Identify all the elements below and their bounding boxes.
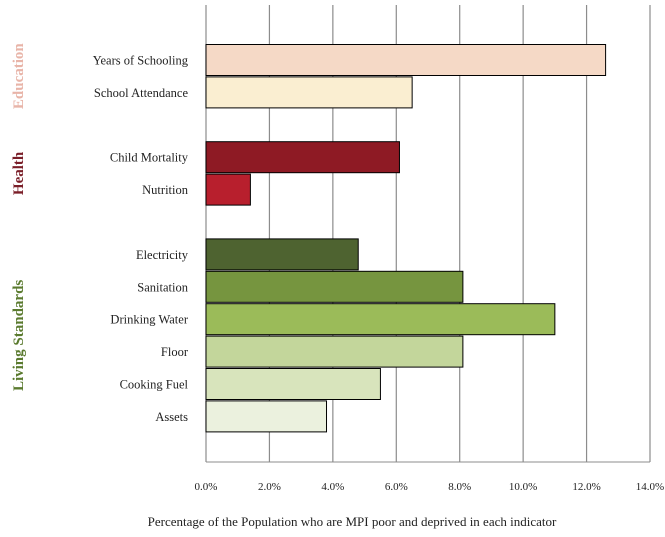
bar-cooking-fuel (205, 368, 381, 400)
x-tick-label: 12.0% (572, 481, 600, 493)
bar-school-attendance (205, 76, 413, 109)
bar-drinking-water (205, 303, 556, 336)
group-label-health: Health (11, 151, 27, 195)
x-axis-title: Percentage of the Population who are MPI… (148, 514, 557, 529)
x-tick-label: 8.0% (448, 481, 471, 493)
bars (205, 44, 607, 433)
x-tick-labels: 0.0% 2.0% 4.0% 6.0% 8.0% 10.0% 12.0% 14.0% (195, 481, 665, 493)
x-tick-label: 10.0% (509, 481, 537, 493)
bar-assets (205, 400, 328, 433)
bar-years-of-schooling (205, 44, 607, 76)
x-tick-label: 4.0% (321, 481, 344, 493)
group-label-education: Education (11, 43, 27, 110)
bar-child-mortality (205, 141, 400, 174)
category-label: Floor (161, 345, 189, 359)
x-tick-label: 2.0% (258, 481, 281, 493)
category-label: Nutrition (142, 183, 189, 197)
category-label: Assets (155, 410, 188, 424)
category-label: Sanitation (137, 280, 188, 294)
group-label-living-standards: Living Standards (11, 280, 27, 391)
group-labels: Education Health Living Standards (11, 43, 27, 391)
category-label: Drinking Water (110, 313, 188, 327)
bar-sanitation (205, 270, 464, 303)
x-tick-label: 0.0% (195, 481, 218, 493)
x-tick-label: 14.0% (636, 481, 664, 493)
category-labels: Years of Schooling School Attendance Child… (93, 54, 189, 424)
category-label: Cooking Fuel (120, 378, 189, 392)
category-label: Electricity (136, 248, 189, 262)
x-tick-label: 6.0% (385, 481, 408, 493)
category-label: Child Mortality (110, 151, 189, 165)
bar-electricity (205, 238, 359, 271)
category-label: Years of Schooling (93, 54, 189, 68)
bar-nutrition (205, 173, 251, 206)
category-label: School Attendance (94, 86, 189, 100)
bar-floor (205, 335, 464, 368)
